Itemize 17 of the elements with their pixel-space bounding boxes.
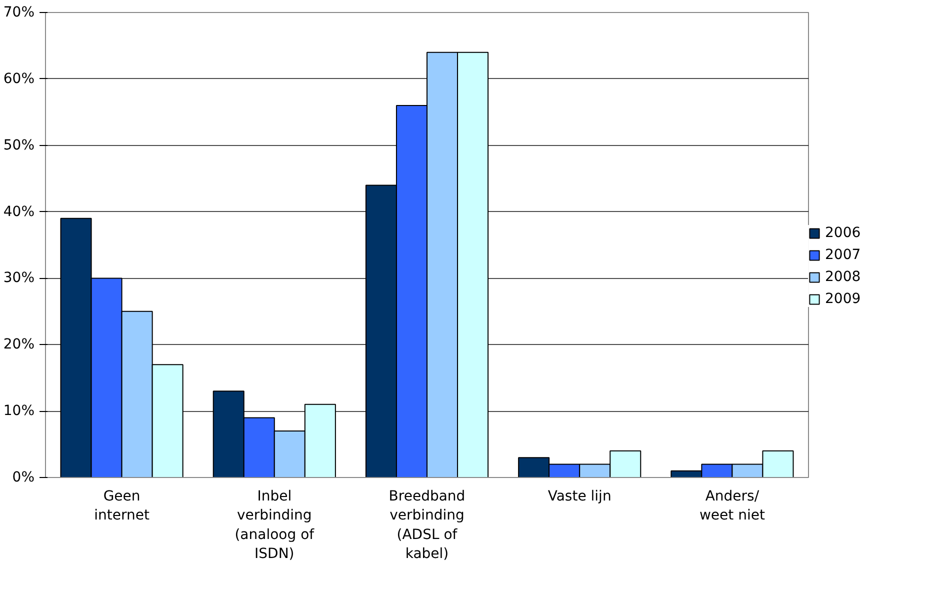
x-tick-label: Vaste lijn xyxy=(548,488,612,504)
x-tick-label: Anders/ weet niet xyxy=(699,488,766,524)
legend-label: 2007 xyxy=(825,247,861,263)
y-tick-label: 30% xyxy=(3,270,35,286)
y-tick-label: 60% xyxy=(3,70,35,87)
y-tick-label: 20% xyxy=(3,336,35,353)
x-tick-label: Inbel verbinding (analoog of ISDN) xyxy=(234,488,316,562)
legend-label: 2009 xyxy=(825,291,861,307)
legend-label: 2008 xyxy=(825,269,861,285)
x-tick-label: Breedband verbinding (ADSL of kabel) xyxy=(388,488,466,562)
x-tick-label: Geen internet xyxy=(94,488,150,524)
y-tick-label: 10% xyxy=(3,403,35,420)
y-tick-label: 70% xyxy=(3,4,35,20)
legend-label: 2006 xyxy=(825,225,861,241)
y-tick-label: 50% xyxy=(3,137,35,154)
y-tick-label: 40% xyxy=(3,204,35,220)
y-tick-label: 0% xyxy=(12,470,35,486)
